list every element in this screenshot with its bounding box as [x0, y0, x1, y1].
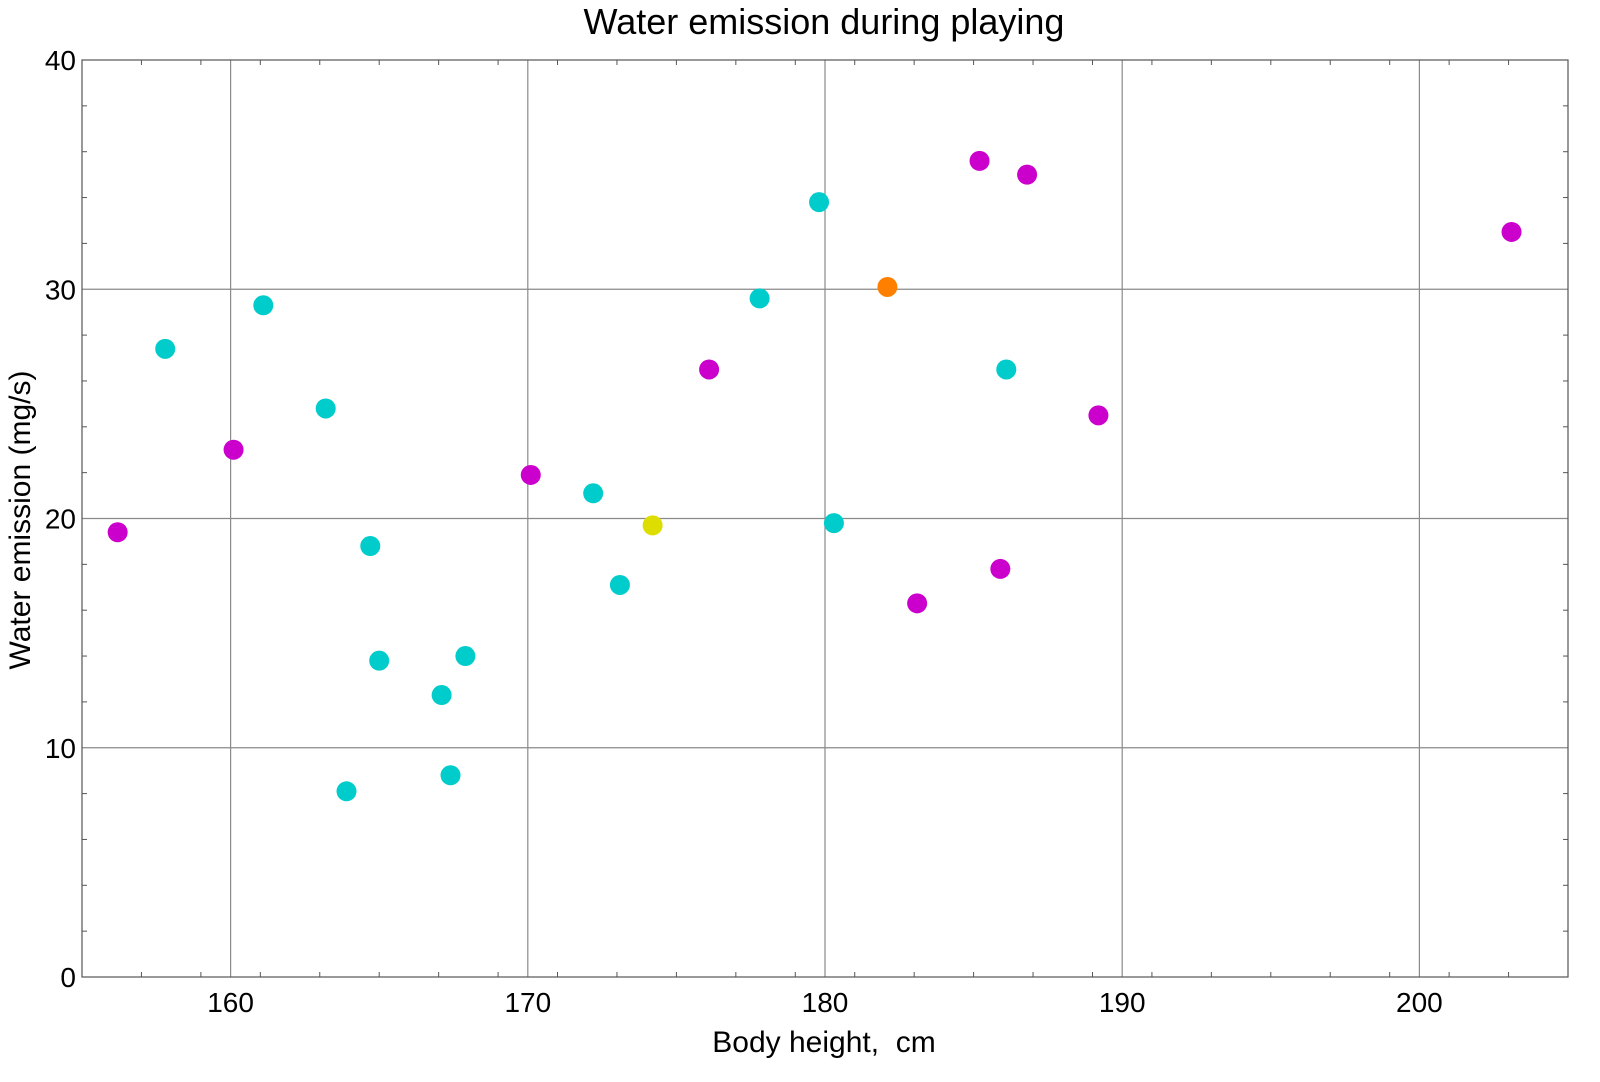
y-tick-label: 40: [45, 45, 76, 76]
x-tick-label: 180: [802, 987, 849, 1018]
data-point: [455, 646, 476, 667]
data-point: [360, 536, 381, 557]
data-point: [699, 359, 720, 380]
data-point: [1501, 221, 1522, 242]
x-axis-ticks: 160 170 180 190 200: [207, 987, 1443, 1018]
minor-ticks: [81, 60, 1569, 977]
y-tick-label: 20: [45, 504, 76, 535]
data-point: [520, 464, 541, 485]
grid: [82, 60, 1568, 977]
data-point: [642, 515, 663, 536]
x-tick-label: 200: [1396, 987, 1443, 1018]
data-point: [749, 288, 770, 309]
data-point: [996, 359, 1017, 380]
data-point: [1017, 164, 1038, 185]
data-point: [583, 483, 604, 504]
data-point: [440, 765, 461, 786]
data-point: [809, 192, 830, 213]
data-point: [990, 558, 1011, 579]
data-point: [431, 685, 452, 706]
data-point: [315, 398, 336, 419]
y-tick-label: 10: [45, 733, 76, 764]
data-point: [877, 276, 898, 297]
data-point: [823, 513, 844, 534]
y-axis-ticks: 0 10 20 30 40: [45, 45, 76, 993]
x-tick-label: 160: [207, 987, 254, 1018]
data-point: [969, 150, 990, 171]
data-point: [253, 295, 274, 316]
data-point: [609, 574, 630, 595]
data-point: [336, 781, 357, 802]
data-point: [155, 338, 176, 359]
x-axis-label: Body height, cm: [712, 1026, 935, 1059]
chart-title: Water emission during playing: [584, 1, 1065, 42]
data-point: [369, 650, 390, 671]
data-points: [107, 150, 1522, 802]
y-tick-label: 0: [60, 962, 76, 993]
y-tick-label: 30: [45, 274, 76, 305]
y-axis-label: Water emission (mg/s): [4, 371, 37, 670]
data-point: [1088, 405, 1109, 426]
x-tick-label: 190: [1099, 987, 1146, 1018]
plot-frame: [81, 59, 1569, 978]
data-point: [107, 522, 128, 543]
data-point: [907, 593, 928, 614]
x-tick-label: 170: [504, 987, 551, 1018]
data-point: [223, 439, 244, 460]
